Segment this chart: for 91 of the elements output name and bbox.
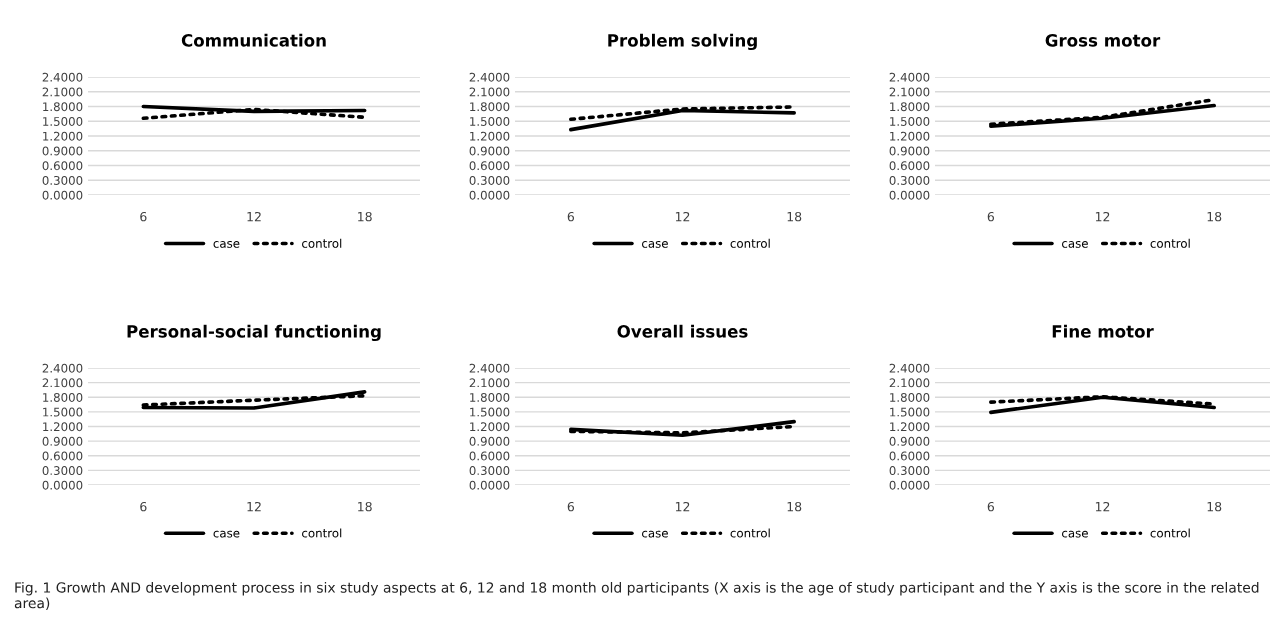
y-tick-label: 0.0000 <box>469 480 510 490</box>
legend-label: control <box>1150 238 1190 248</box>
y-tick-label: 2.4000 <box>42 363 83 373</box>
y-tick-label: 0.9000 <box>42 436 83 446</box>
y-tick-label: 2.1000 <box>42 378 83 388</box>
y-tick-label: 2.1000 <box>469 87 510 97</box>
y-tick-label: 0.3000 <box>889 175 930 185</box>
y-tick-label: 0.6000 <box>469 451 510 461</box>
y-tick-label: 2.4000 <box>42 72 83 82</box>
y-tick-label: 1.8000 <box>470 102 510 112</box>
x-tick-label: 6 <box>987 501 995 512</box>
caption: Fig. 1 Growth AND development process in six study aspects at 6, 12 and 18 month old participants (X axis is the age of study participant and the Y axis is the score in the related area) <box>14 582 1259 610</box>
y-tick-label: 0.9000 <box>889 146 930 156</box>
y-tick-label: 2.1000 <box>889 87 930 97</box>
y-tick-label: 0.6000 <box>889 451 930 461</box>
y-tick-label: 1.2000 <box>470 422 510 432</box>
legend-label: control <box>1150 528 1190 538</box>
x-tick-label: 12 <box>1095 211 1110 222</box>
legend-label: case <box>213 241 240 248</box>
x-tick-label: 18 <box>1207 211 1222 222</box>
y-tick-label: 0.0000 <box>469 190 510 200</box>
x-tick-label: 6 <box>567 501 575 512</box>
legend-label: control <box>730 238 770 248</box>
chart-title: Gross motor <box>1045 34 1161 47</box>
y-tick-label: 0.9000 <box>469 146 510 156</box>
legend-label: case <box>642 530 668 538</box>
x-tick-label: 18 <box>1207 501 1222 512</box>
y-tick-label: 1.2000 <box>43 131 83 141</box>
y-tick-label: 1.8000 <box>890 392 930 402</box>
legend-label: case <box>1062 530 1088 538</box>
legend-label: case <box>642 241 668 248</box>
y-tick-label: 1.8000 <box>43 102 83 112</box>
y-tick-label: 1.2000 <box>470 131 510 141</box>
y-tick-label: 0.6000 <box>889 161 930 171</box>
legend-label: control <box>302 528 342 538</box>
y-tick-label: 0.3000 <box>469 175 510 185</box>
chart-title: Overall issues <box>617 324 748 338</box>
y-tick-label: 1.5000 <box>890 116 930 126</box>
y-tick-label: 0.6000 <box>469 161 510 171</box>
legend-label: case <box>213 530 240 538</box>
y-tick-label: 1.8000 <box>43 392 83 402</box>
y-tick-label: 1.5000 <box>470 116 510 126</box>
chart-title: Fine motor <box>1052 324 1154 338</box>
chart-title: Communication <box>181 33 326 47</box>
y-tick-label: 2.4000 <box>889 363 930 373</box>
y-tick-label: 2.4000 <box>469 72 510 82</box>
y-tick-label: 1.5000 <box>470 407 510 417</box>
chart-title: Personal-social functioning <box>127 324 381 342</box>
y-tick-label: 1.5000 <box>43 116 83 126</box>
y-tick-label: 1.2000 <box>43 422 83 432</box>
y-tick-label: 0.0000 <box>42 480 83 490</box>
y-tick-label: 1.2000 <box>890 422 930 432</box>
legend-label: control <box>730 528 770 538</box>
x-tick-label: 18 <box>787 211 802 222</box>
y-tick-label: 0.3000 <box>42 175 83 185</box>
y-tick-label: 2.1000 <box>889 378 930 388</box>
y-tick-label: 2.4000 <box>889 72 930 82</box>
x-tick-label: 6 <box>567 211 575 222</box>
x-tick-label: 18 <box>787 501 802 512</box>
y-tick-label: 0.3000 <box>42 466 83 476</box>
x-tick-label: 12 <box>675 211 690 222</box>
x-tick-label: 12 <box>1095 501 1110 512</box>
y-tick-label: 1.5000 <box>43 407 83 417</box>
y-tick-label: 0.6000 <box>42 451 83 461</box>
x-tick-label: 6 <box>140 211 147 222</box>
y-tick-label: 0.6000 <box>42 161 83 171</box>
chart-title: Problem solving <box>608 33 757 51</box>
y-tick-label: 0.9000 <box>42 146 83 156</box>
x-tick-label: 18 <box>358 501 372 512</box>
x-tick-label: 6 <box>140 501 147 512</box>
y-tick-label: 1.5000 <box>890 407 930 417</box>
y-tick-label: 0.9000 <box>889 436 930 446</box>
y-tick-label: 0.3000 <box>469 466 510 476</box>
y-tick-label: 0.0000 <box>42 190 83 200</box>
x-tick-label: 12 <box>675 501 690 512</box>
legend-label: case <box>1062 241 1088 248</box>
y-tick-label: 0.0000 <box>889 190 930 200</box>
x-tick-label: 18 <box>358 211 372 222</box>
y-tick-label: 0.0000 <box>889 480 930 490</box>
x-tick-label: 12 <box>247 211 261 222</box>
y-tick-label: 2.1000 <box>42 87 83 97</box>
y-tick-label: 2.4000 <box>469 363 510 373</box>
y-tick-label: 0.9000 <box>469 436 510 446</box>
y-tick-label: 2.1000 <box>469 378 510 388</box>
y-tick-label: 1.2000 <box>890 131 930 141</box>
legend-label: control <box>302 238 342 248</box>
y-tick-label: 1.8000 <box>890 102 930 112</box>
y-tick-label: 1.8000 <box>470 392 510 402</box>
x-tick-label: 6 <box>987 211 995 222</box>
y-tick-label: 0.3000 <box>889 466 930 476</box>
x-tick-label: 12 <box>247 501 261 512</box>
